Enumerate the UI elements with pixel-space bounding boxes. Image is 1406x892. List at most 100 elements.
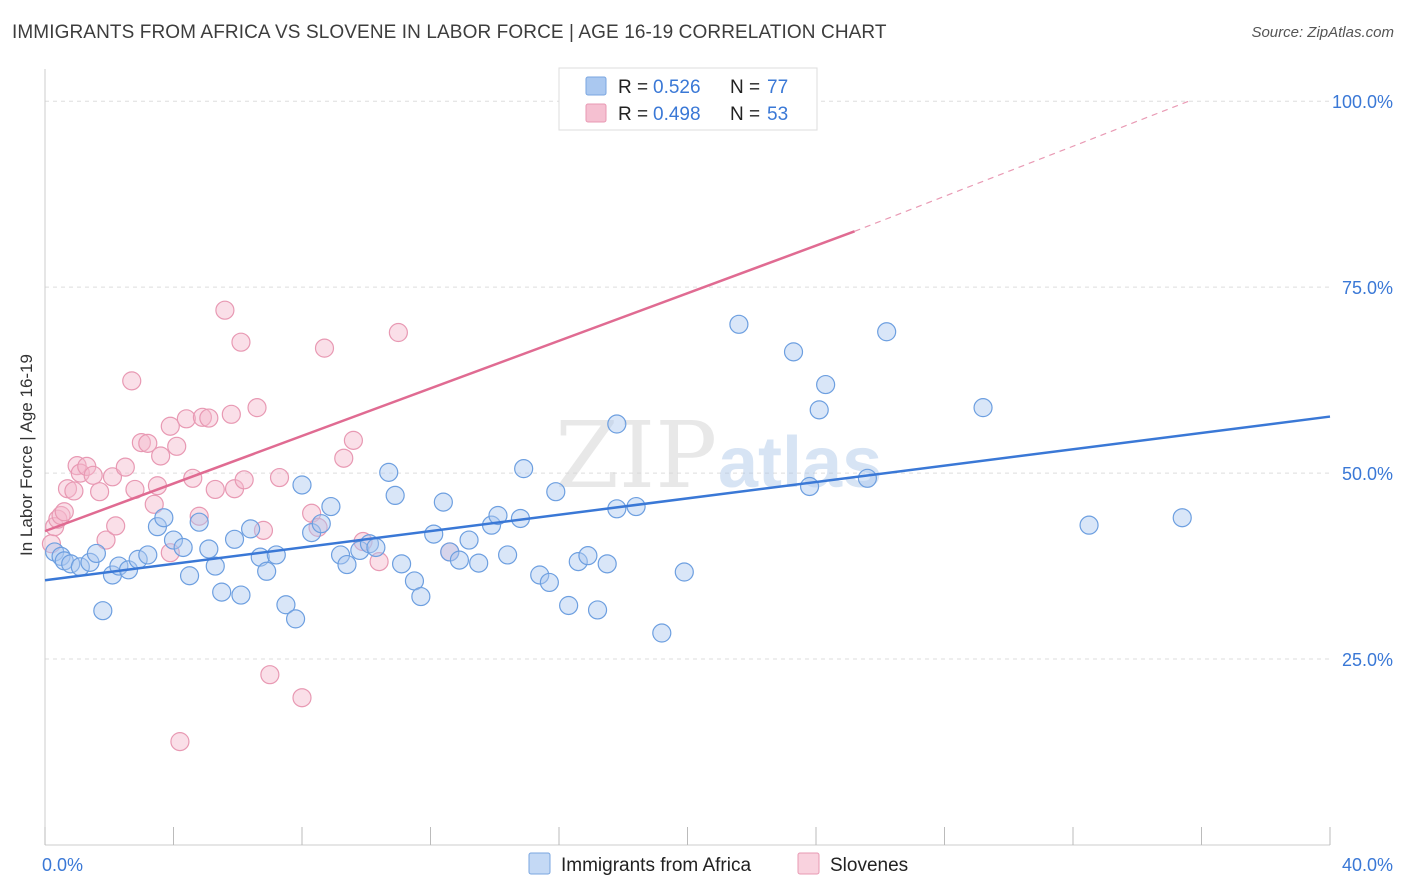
y-tick-label-1: 50.0% <box>1342 464 1393 484</box>
africa-point <box>257 561 277 581</box>
africa-point <box>568 552 588 572</box>
africa-point <box>578 546 598 566</box>
africa-point <box>783 342 804 362</box>
africa-point <box>385 485 405 506</box>
slovenes-trend-extension <box>854 100 1189 232</box>
slovenes-point <box>369 552 389 572</box>
africa-point <box>449 550 470 570</box>
slovenes-point <box>199 408 219 428</box>
africa-point <box>350 540 370 561</box>
slovenes-point <box>189 506 209 526</box>
x-tick-label-end: 40.0% <box>1342 855 1393 875</box>
legend-swatch-blue <box>585 76 607 96</box>
slovenes-point <box>176 409 196 429</box>
legend-n-value-2: 53 <box>767 104 788 125</box>
slovenes-point <box>302 503 322 523</box>
legend-r-label-1: R = <box>618 77 648 98</box>
africa-point <box>154 508 174 528</box>
africa-point <box>546 482 566 502</box>
africa-point <box>652 623 672 643</box>
slovenes-point <box>247 398 267 418</box>
africa-point <box>587 600 608 620</box>
africa-point <box>488 505 508 526</box>
africa-point <box>539 572 559 593</box>
legend-swatch-pink <box>585 103 607 123</box>
africa-point <box>199 539 219 559</box>
legend-r-value-2: 0.498 <box>653 104 701 125</box>
africa-point <box>799 476 820 497</box>
africa-point <box>93 601 113 621</box>
africa-point <box>292 475 312 495</box>
africa-point <box>241 519 261 539</box>
bottom-legend-swatch-slovenes <box>797 852 820 875</box>
slovenes-point <box>83 465 103 485</box>
source-credit: Source: ZipAtlas.com <box>1251 24 1394 41</box>
watermark: ZIP atlas <box>555 402 882 509</box>
africa-point <box>205 556 225 576</box>
slovenes-point <box>102 467 123 487</box>
africa-point <box>285 609 306 629</box>
top-legend: R = 0.526 N = 77 R = 0.498 N = 53 <box>558 67 818 131</box>
slovenes-point <box>205 479 225 500</box>
slovenes-point <box>221 404 241 424</box>
trend-lines <box>44 100 1331 582</box>
africa-trend-line <box>44 415 1331 582</box>
africa-point <box>674 562 694 582</box>
africa-point <box>597 554 617 574</box>
slovenes-point <box>215 300 235 320</box>
africa-point <box>1172 508 1192 528</box>
slovenes-point <box>234 470 254 490</box>
series-slovenes-points <box>41 91 749 752</box>
africa-point <box>337 554 357 575</box>
slovenes-point <box>115 457 135 477</box>
slovenes-point <box>260 665 280 685</box>
slovenes-point <box>64 481 84 501</box>
slovenes-point <box>131 432 151 453</box>
slovenes-point <box>343 430 363 450</box>
africa-point <box>224 529 245 549</box>
legend-n-label-2: N = <box>730 104 760 125</box>
slovenes-point <box>138 433 158 453</box>
legend-r-value-1: 0.526 <box>653 77 701 98</box>
slovenes-point <box>269 467 290 488</box>
bottom-legend: Immigrants from Africa Slovenes <box>528 852 908 876</box>
x-tick-label-start: 0.0% <box>42 855 83 875</box>
slovenes-point <box>292 688 312 708</box>
y-tick-labels: 25.0% 50.0% 75.0% 100.0% <box>1332 92 1393 670</box>
africa-point <box>809 400 829 420</box>
africa-point <box>138 545 158 565</box>
slovenes-point <box>96 530 116 550</box>
slovenes-point <box>334 448 354 468</box>
africa-point <box>440 542 460 562</box>
africa-point <box>857 468 878 488</box>
watermark-atlas: atlas <box>718 423 882 503</box>
y-axis-label: In Labor Force | Age 16-19 <box>17 354 36 556</box>
bottom-legend-label-africa: Immigrants from Africa <box>561 855 751 876</box>
slovenes-point <box>151 446 171 466</box>
africa-point <box>212 582 232 602</box>
africa-point <box>729 314 749 334</box>
bottom-legend-label-slovenes: Slovenes <box>830 855 908 876</box>
africa-point <box>877 322 897 342</box>
africa-point <box>459 530 479 550</box>
series-africa-points <box>45 314 1192 643</box>
y-tick-label-0: 25.0% <box>1342 650 1393 670</box>
africa-point <box>366 537 386 558</box>
africa-point <box>469 553 489 573</box>
slovenes-point <box>90 482 110 502</box>
africa-point <box>411 586 431 607</box>
legend-r-label-2: R = <box>618 104 648 125</box>
africa-point <box>189 512 209 532</box>
slovenes-point <box>167 436 187 456</box>
africa-point <box>559 595 579 616</box>
slovenes-point <box>308 517 328 537</box>
y-tick-label-3: 100.0% <box>1332 92 1393 112</box>
slovenes-point <box>231 332 251 352</box>
slovenes-point <box>192 407 213 427</box>
slovenes-point <box>388 322 408 343</box>
watermark-zip: ZIP <box>555 402 717 509</box>
slovenes-point <box>122 371 142 391</box>
africa-point <box>330 545 351 565</box>
africa-point <box>607 414 627 434</box>
